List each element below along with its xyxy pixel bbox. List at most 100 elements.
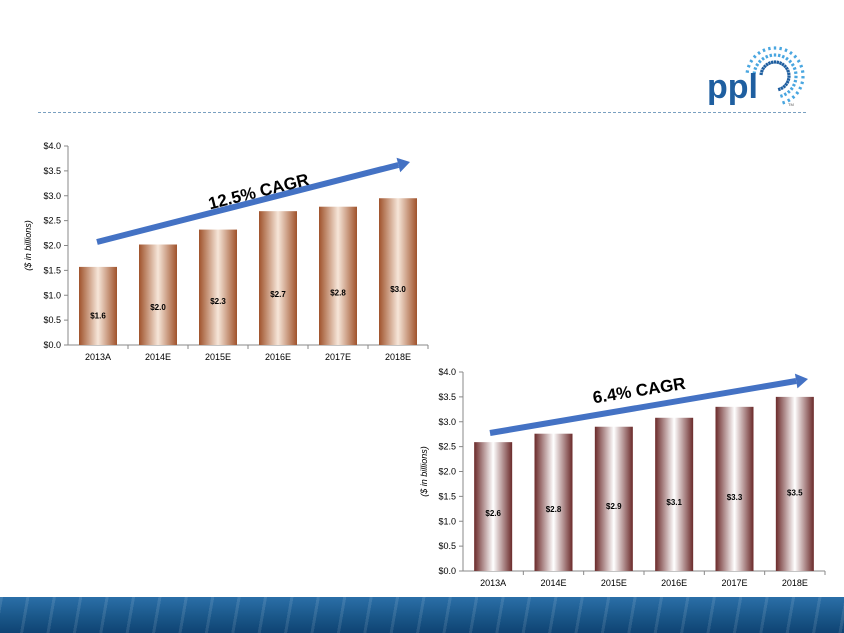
logo-ray [799,64,804,68]
bar [259,211,297,345]
y-tick-label: $2.5 [438,442,456,452]
logo-ray [801,75,805,79]
logo-ray [762,48,766,53]
header-divider [38,112,806,113]
logo-ray [779,46,783,51]
y-axis-label: ($ in billions) [419,446,429,497]
logo-ray [784,48,788,53]
logo-ray [787,75,791,78]
bar [79,266,117,345]
logo-ray [776,60,780,65]
data-label: $1.6 [90,311,106,320]
logo-ray [769,53,773,58]
logo-ray [752,71,757,75]
logo-ray [777,87,781,92]
data-label: $2.6 [485,509,501,518]
data-label: $3.5 [787,489,803,498]
data-label: $3.3 [727,493,743,502]
logo-ray [800,81,804,85]
logo-ray [794,75,798,79]
x-tick-label: 2015E [601,578,627,588]
y-tick-label: $3.0 [43,191,61,201]
bar [319,206,357,345]
footer-texture [0,597,844,633]
logo-ray [761,66,766,71]
y-tick-label: $2.0 [438,467,456,477]
data-label: $2.8 [546,505,562,514]
y-tick-label: $1.0 [43,290,61,300]
logo-ray [746,64,751,68]
cagr-arrow-head [396,157,410,173]
logo-ray [757,59,762,64]
logo-ray [745,70,750,74]
data-label: $3.1 [666,498,682,507]
ppl-logo: ppl TM [707,46,805,107]
y-tick-label: $2.0 [43,241,61,251]
y-tick-label: $3.0 [438,417,456,427]
cagr-arrow-head [794,373,808,389]
x-tick-label: 2014E [145,352,171,362]
logo-ray [789,86,794,91]
y-tick-label: $1.5 [438,491,456,501]
logo-ray [778,61,783,66]
data-label: $2.8 [330,288,346,297]
y-axis-label: ($ in billions) [23,220,33,271]
logo-ray [767,46,771,51]
logo-ray [785,80,790,84]
logo-trademark: TM [788,102,794,107]
y-tick-label: $2.5 [43,216,61,226]
logo-ray [767,61,772,66]
logo-ray [784,66,789,71]
logo-ray [752,54,757,59]
logo-ray [782,100,786,105]
y-tick-label: $4.0 [43,141,61,151]
data-label: $2.9 [606,502,622,511]
logo-ray [785,56,789,61]
logo-ray [784,82,789,87]
logo-ray [796,59,801,63]
logo-ray [786,77,791,81]
logo-ray [781,54,785,59]
x-tick-label: 2016E [661,578,687,588]
logo-ray [779,94,784,98]
x-tick-label: 2013A [85,352,111,362]
y-tick-label: $3.5 [43,166,61,176]
bar [199,229,237,345]
x-tick-label: 2017E [721,578,747,588]
logo-ray [777,53,781,58]
y-tick-label: $3.5 [438,392,456,402]
logo-ray [761,56,765,61]
y-tick-label: $1.0 [438,516,456,526]
footer-band [0,597,844,633]
logo-ray [759,69,764,73]
logo-ray [793,71,798,75]
x-tick-label: 2015E [205,352,231,362]
logo-ray [759,72,763,76]
logo-ray [793,54,798,59]
bar [594,426,633,571]
logo-ray [782,84,787,89]
x-tick-label: 2016E [265,352,291,362]
logo-ray [762,64,767,69]
logo-ray [790,62,795,67]
y-tick-label: $0.0 [438,566,456,576]
logo-ray [749,59,754,63]
y-tick-label: $0.0 [43,340,61,350]
x-tick-label: 2017E [325,352,351,362]
data-label: $2.3 [210,297,226,306]
logo-ray [765,62,769,67]
data-label: $3.0 [390,285,406,294]
logo-ray [792,66,797,71]
logo-ray [786,69,791,73]
logo-ray [800,70,805,74]
cagr-arrow-shaft [489,378,797,436]
x-tick-label: 2018E [782,578,808,588]
bar [379,198,417,345]
y-tick-label: $4.0 [438,367,456,377]
logo-ray [786,98,791,103]
bar [655,417,694,571]
logo-ray [787,72,791,76]
